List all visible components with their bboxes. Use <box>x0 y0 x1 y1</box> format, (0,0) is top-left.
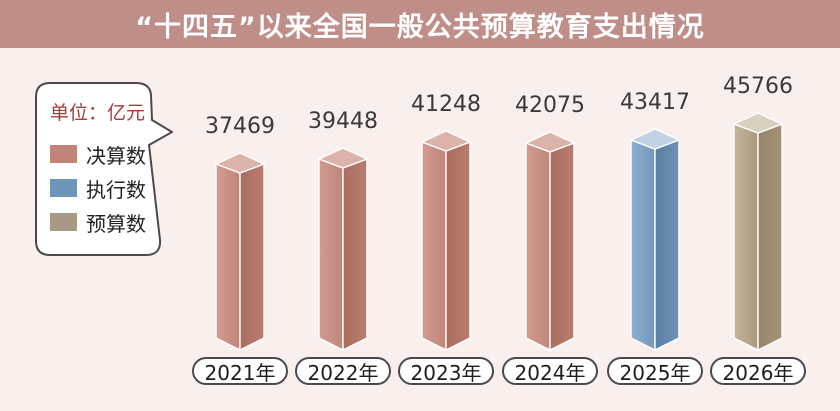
year-label: 2023年 <box>398 357 494 385</box>
legend-bubble-outline <box>35 82 173 256</box>
bar-2025年 <box>630 128 680 351</box>
chart-title: “十四五”以来全国一般公共预算教育支出情况 <box>135 11 705 43</box>
bar-right-face <box>239 163 265 351</box>
bar-left-face <box>318 158 344 351</box>
bar-left-face <box>733 123 759 351</box>
bar-right-face <box>549 142 575 351</box>
bar-top-face <box>318 147 368 169</box>
bar-value-label: 43417 <box>620 90 690 115</box>
budget-swatch-icon <box>50 213 77 231</box>
bar-2024年 <box>525 131 575 351</box>
bar-top-face <box>733 112 783 134</box>
legend-item-label: 决算数 <box>86 143 146 168</box>
bar-value-label: 42075 <box>515 93 585 118</box>
bar-top-face <box>525 131 575 153</box>
bar-left-face <box>421 141 447 351</box>
bar-right-face <box>654 139 680 351</box>
legend-item-final-accounts: 决算数 <box>50 143 146 168</box>
bar-left-face <box>525 142 551 351</box>
bar-value-label: 37469 <box>205 114 275 139</box>
header-band: “十四五”以来全国一般公共预算教育支出情况 <box>0 0 840 48</box>
year-label: 2025年 <box>607 357 703 385</box>
bar-top-face <box>421 130 471 152</box>
final-accounts-swatch-icon <box>50 145 77 163</box>
legend-callout-bubble <box>35 82 173 256</box>
bar-top-face <box>630 128 680 150</box>
bar-right-face <box>445 141 471 351</box>
legend-callout: 单位：亿元 决算数 执行数 预算数 <box>28 78 180 264</box>
bar-value-label: 45766 <box>723 74 793 99</box>
bar-value-label: 39448 <box>308 109 378 134</box>
legend-item-label: 预算数 <box>86 211 146 236</box>
bar-left-face <box>630 139 656 351</box>
executed-swatch-icon <box>50 179 77 197</box>
bar-2026年 <box>733 112 783 351</box>
legend-unit-label: 单位：亿元 <box>50 102 146 124</box>
bar-2022年 <box>318 147 368 351</box>
bar-left-face <box>215 163 241 351</box>
bar-right-face <box>342 158 368 351</box>
bar-top-face <box>215 152 265 174</box>
year-label: 2021年 <box>192 357 288 385</box>
bar-2023年 <box>421 130 471 351</box>
legend-item-label: 执行数 <box>86 177 146 202</box>
year-label: 2024年 <box>502 357 598 385</box>
year-label: 2026年 <box>710 357 806 385</box>
bar-value-label: 41248 <box>411 92 481 117</box>
year-label: 2022年 <box>295 357 391 385</box>
bar-right-face <box>757 123 783 351</box>
legend-item-budget: 预算数 <box>50 211 146 236</box>
bar-2021年 <box>215 152 265 351</box>
legend-item-executed: 执行数 <box>50 177 146 202</box>
